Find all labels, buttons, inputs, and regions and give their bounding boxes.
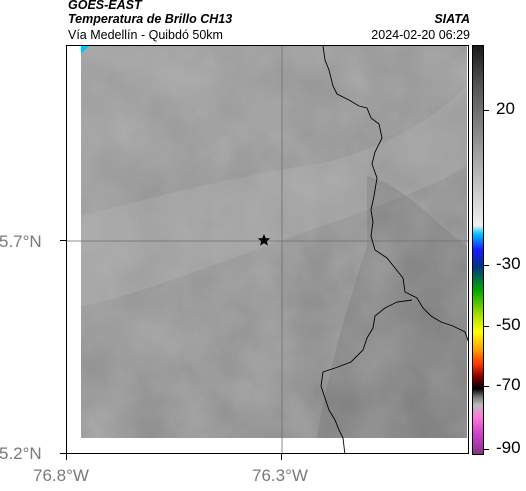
colorbar-tick [484,449,489,450]
border-line-east [322,46,468,342]
cloud-texture [81,46,467,438]
colorbar-label: -90 [496,438,521,457]
colorbar-label: -50 [496,315,521,334]
lon-label: 76.8°W [33,466,89,485]
lon-label: 76.3°W [252,466,308,485]
colorbar-tick [484,110,489,111]
lon-tick [281,454,282,460]
lat-label: 5.2°N [0,444,42,463]
colorbar-tick [484,265,489,266]
product-title: Temperatura de Brillo CH13 [68,12,233,26]
organization-label: SIATA [434,12,470,26]
warm-band [81,86,467,306]
lat-tick [60,453,66,454]
satellite-title: GOES-EAST [68,0,142,12]
colorbar-tick [484,386,489,387]
lat-label: 5.7°N [0,232,42,251]
dark-region [317,176,467,438]
cold-pixel [81,46,89,54]
region-subtitle: Vía Medellín - Quibdó 50km [68,28,223,42]
lon-tick [66,454,67,460]
lat-tick [60,240,66,241]
colorbar-label: 20 [496,99,515,118]
brightness-temperature-map [66,45,469,454]
timestamp-label: 2024-02-20 06:29 [371,28,470,42]
colorbar-tick [484,326,489,327]
colorbar-label: -30 [496,254,521,273]
star-marker-icon [257,234,271,246]
border-line-south [320,299,413,453]
map-canvas [67,46,468,453]
temperature-colorbar [472,45,484,455]
colorbar-label: -70 [496,375,521,394]
